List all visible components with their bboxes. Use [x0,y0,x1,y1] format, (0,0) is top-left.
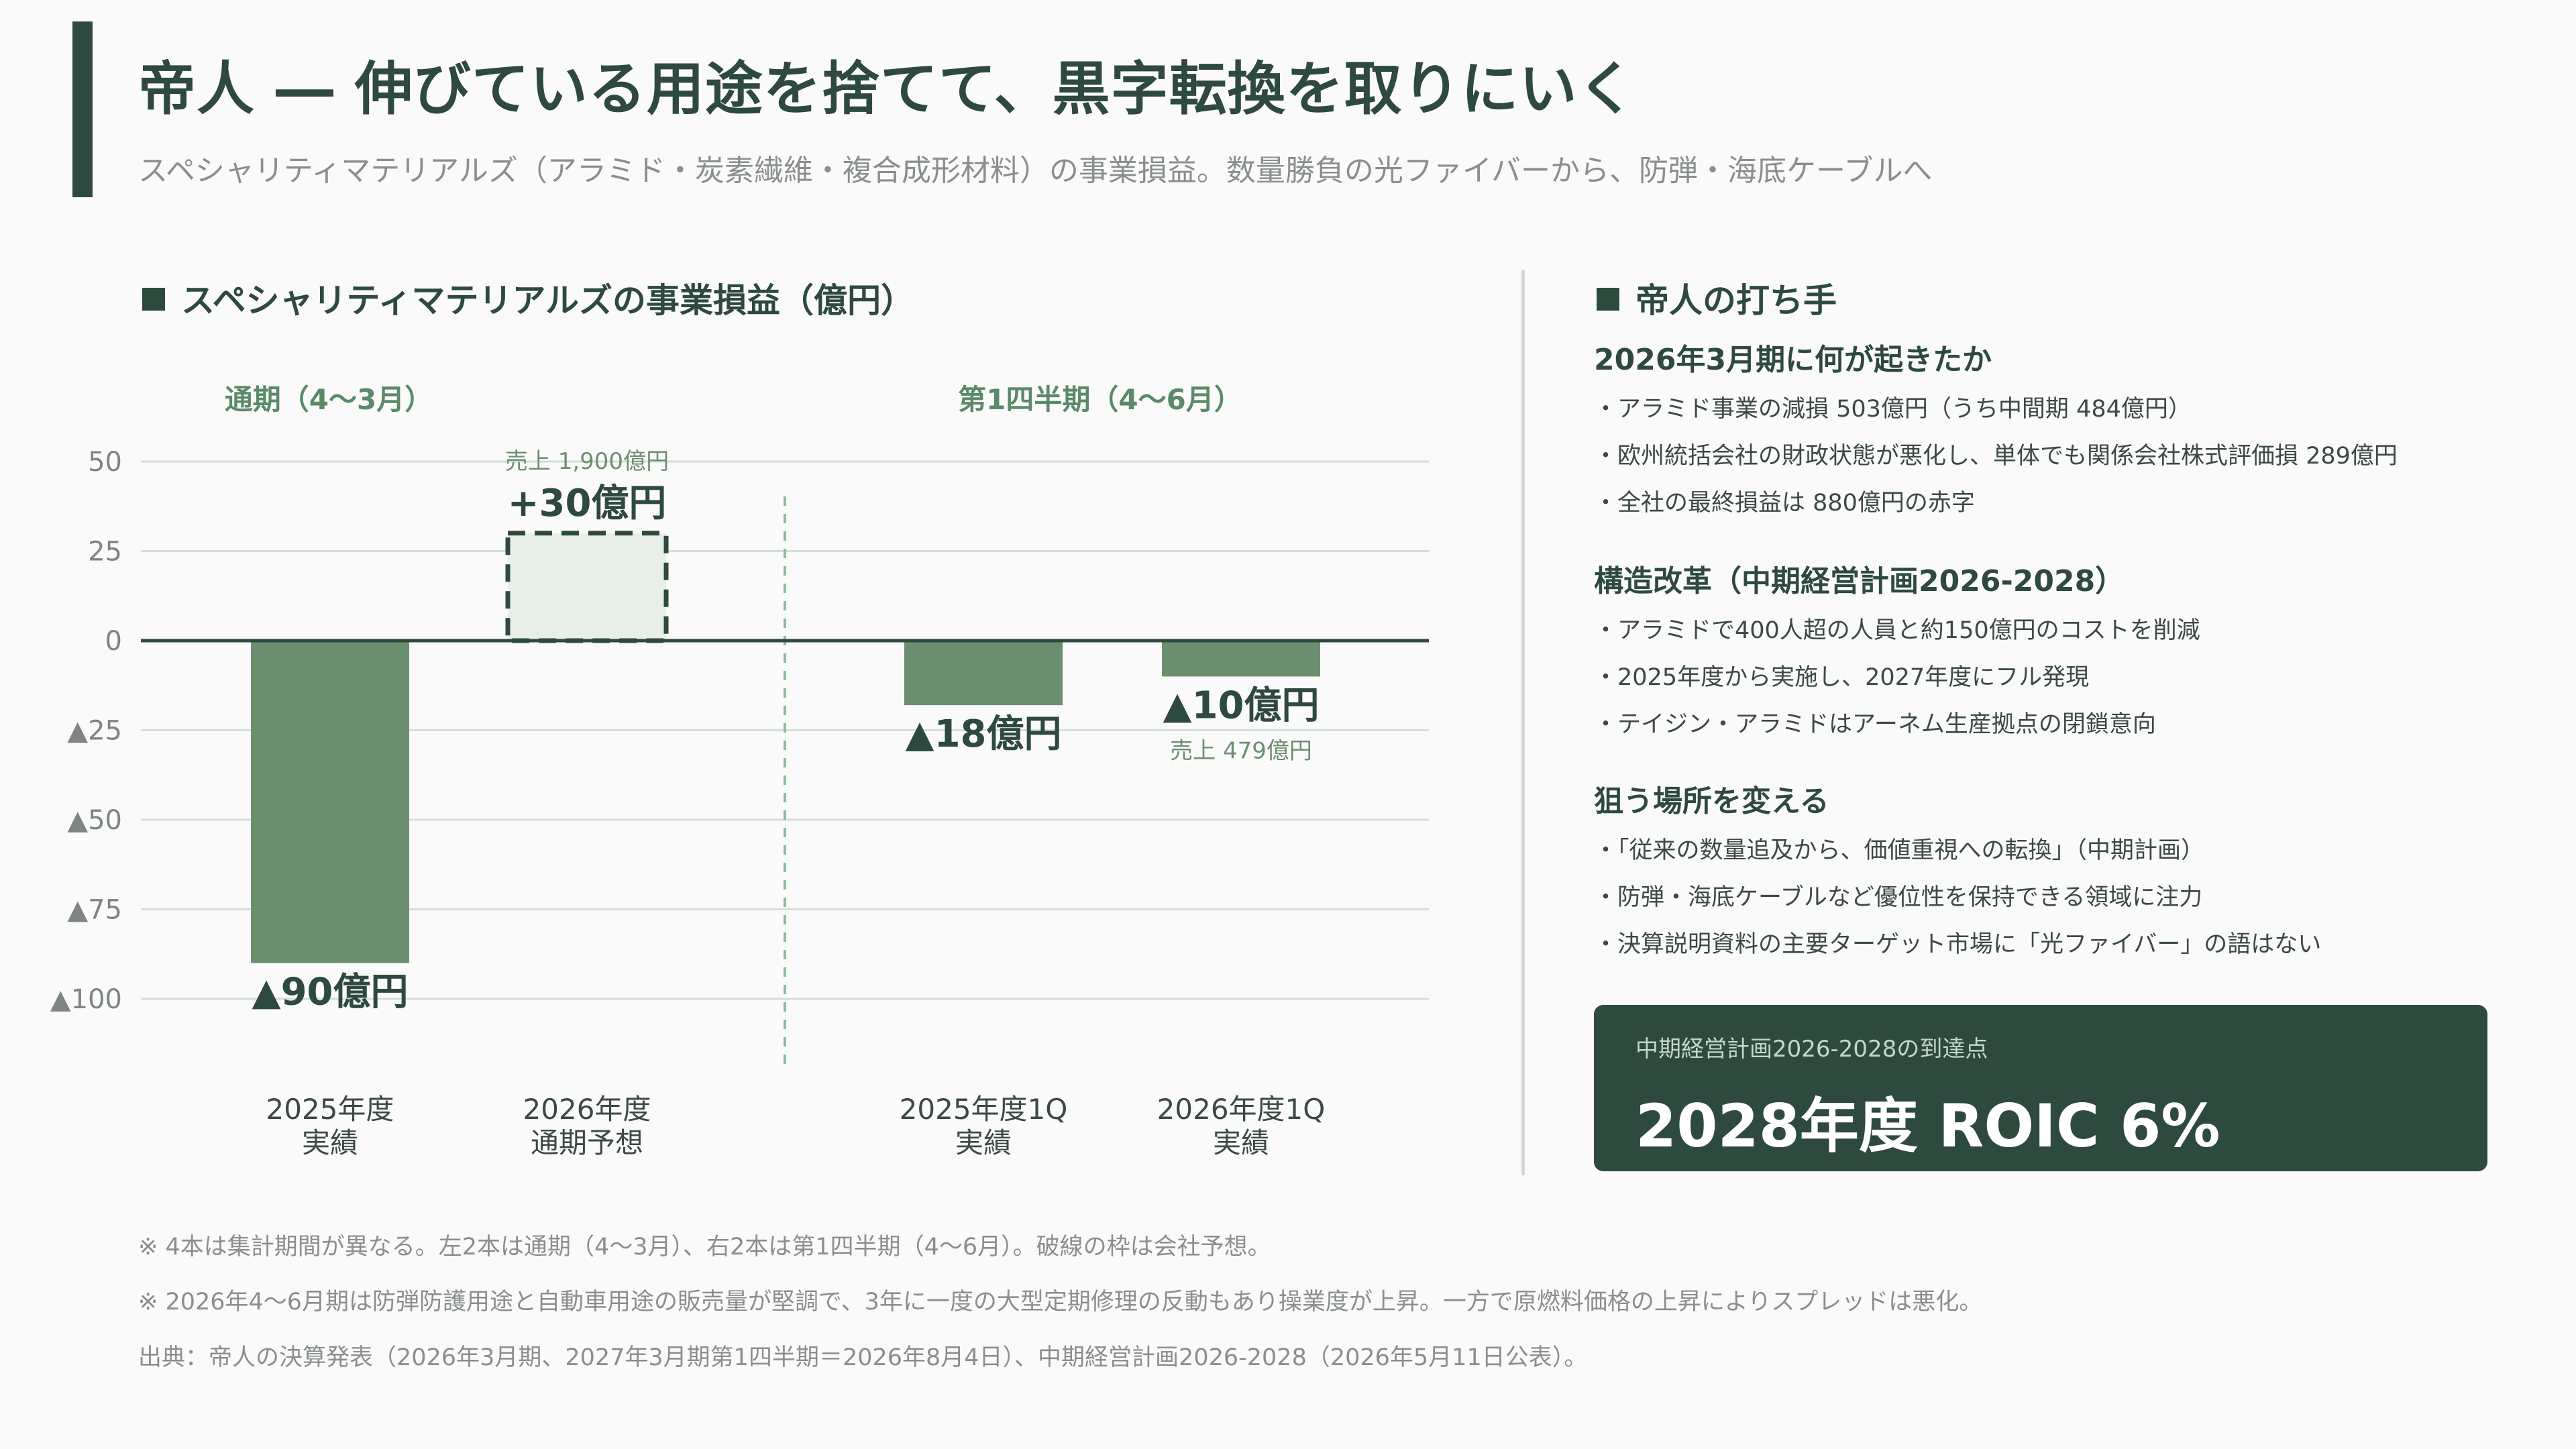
data-label: ▲90億円 [252,971,409,1014]
square-bullet-icon [1597,288,1619,311]
bar-forecast [505,531,669,643]
block-title-restructuring: 構造改革（中期経営計画2026-2028） [1594,564,2125,598]
bar [251,641,409,963]
x-category-label: 2025年度1Q [900,1093,1068,1126]
x-category-label: 実績 [955,1126,1012,1159]
footnote-source: 出典：帝人の決算発表（2026年3月期、2027年3月期第1四半期＝2026年8… [138,1344,1588,1371]
bar [1162,641,1320,677]
sales-note: 売上 1,900億円 [505,448,669,475]
chart-heading: スペシャリティマテリアルズの事業損益（億円） [142,274,914,322]
title-accent-bar [72,21,93,197]
x-category-label: 2026年度 [523,1093,651,1126]
x-category-label: 2026年度1Q [1157,1093,1326,1126]
footnote-q1-detail: ※ 2026年4〜6月期は防弾防護用途と自動車用途の販売量が堅調で、3年に一度の… [138,1289,1983,1316]
bullet-item: ・アラミドで400人超の人員と約150億円のコストを削減 [1594,617,2200,644]
y-tick-label: ▲100 [50,984,122,1015]
y-tick-label: 50 [88,447,122,478]
bullet-item: ・決算説明資料の主要ターゲット市場に「光ファイバー」の語はない [1594,931,2322,958]
bullet-list-target-areas: ・「従来の数量追及から、価値重視への転換」（中期計画） ・防弾・海底ケーブルなど… [1594,827,2321,968]
bullet-list-what-happened: ・アラミド事業の減損 503億円（うち中間期 484億円） ・欧州統括会社の財政… [1594,386,2398,527]
block-title-target-areas: 狙う場所を変える [1594,784,1829,818]
bullet-list-restructuring: ・アラミドで400人超の人員と約150億円のコストを削減 ・2025年度から実施… [1594,607,2200,748]
data-label: +30億円 [508,482,667,525]
y-tick-label: ▲75 [67,895,122,926]
bullet-item: ・2025年度から実施し、2027年度にフル発現 [1594,664,2090,691]
y-tick-label: 0 [105,626,122,657]
bullet-item: ・「従来の数量追及から、価値重視への転換」（中期計画） [1594,837,2205,864]
bullet-item: ・テイジン・アラミドはアーネム生産拠点の閉鎖意向 [1594,711,2156,738]
data-label: ▲18億円 [906,712,1062,756]
bar [904,641,1063,706]
chart-heading-text: スペシャリティマテリアルズの事業損益（億円） [181,281,914,320]
x-category-label: 2025年度 [266,1093,394,1126]
period-label-q1: 第1四半期（4〜6月） [958,383,1242,416]
target-value: 2028年度 ROIC 6% [1635,1091,2220,1161]
data-label: ▲10億円 [1163,684,1320,727]
x-category-label: 実績 [302,1126,358,1159]
bullet-item: ・アラミド事業の減損 503億円（うち中間期 484億円） [1594,396,2192,423]
footnote-periods: ※ 4本は集計期間が異なる。左2本は通期（4〜3月）、右2本は第1四半期（4〜6… [138,1234,1271,1260]
x-category-label: 実績 [1213,1126,1269,1159]
page-subtitle: スペシャリティマテリアルズ（アラミド・炭素繊維・複合成形材料）の事業損益。数量勝… [138,154,1933,188]
section-divider [1521,270,1525,1175]
y-tick-label: 25 [88,537,122,568]
side-heading-text: 帝人の打ち手 [1635,281,1837,320]
bullet-item: ・防弾・海底ケーブルなど優位性を保持できる領域に注力 [1594,884,2203,911]
square-bullet-icon [142,288,165,311]
target-label: 中期経営計画2026-2028の到達点 [1635,1036,1988,1063]
period-label-full-year: 通期（4〜3月） [224,383,433,416]
bullet-item: ・欧州統括会社の財政状態が悪化し、単体でも関係会社株式評価損 289億円 [1594,443,2398,470]
block-title-what-happened: 2026年3月期に何が起きたか [1594,343,1992,377]
roic-target-box: 中期経営計画2026-2028の到達点 2028年度 ROIC 6% [1594,1005,2487,1171]
sales-note: 売上 479億円 [1170,737,1312,764]
x-category-label: 通期予想 [531,1126,643,1159]
y-tick-label: ▲25 [67,716,122,747]
page-title: 帝人 ― 伸びている用途を捨てて、黒字転換を取りにいく [138,56,1636,123]
side-heading: 帝人の打ち手 [1597,274,1837,322]
y-tick-label: ▲50 [67,805,122,836]
bullet-item: ・全社の最終損益は 880億円の赤字 [1594,490,1975,517]
